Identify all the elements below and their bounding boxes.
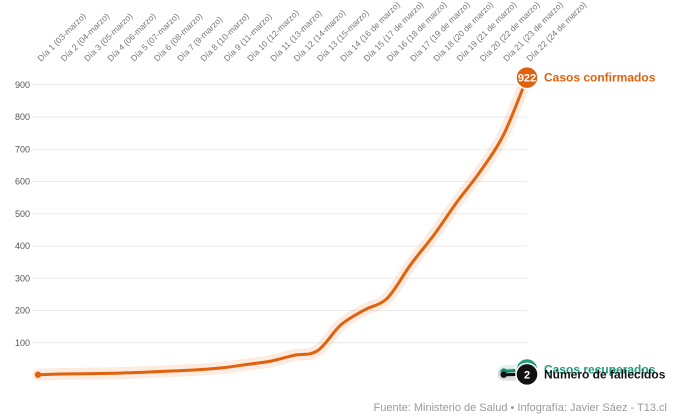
y-tick-label: 600 (15, 177, 30, 187)
y-tick-label: 800 (15, 112, 30, 122)
casos-confirmados-end-label: Casos confirmados (544, 71, 656, 85)
casos-confirmados-start-point (34, 371, 42, 378)
x-axis-categories: Día 1 (03-marzo)Día 2 (04-marzo)Día 3 (0… (35, 0, 588, 63)
casos-confirmados-end-bubble (515, 65, 539, 90)
y-axis-ticks: 100 200 300 400 500 600 700 800 900 (15, 80, 30, 348)
y-tick-label: 400 (15, 241, 30, 251)
y-tick-label: 900 (15, 80, 30, 90)
y-tick-label: 700 (15, 144, 30, 154)
y-tick-label: 200 (15, 306, 30, 316)
casos-confirmados-end-value: 922 (518, 73, 536, 85)
series-lines (32, 71, 533, 381)
y-tick-label: 500 (15, 209, 30, 219)
gridlines (32, 84, 527, 344)
casos-confirmados-line-halo (32, 71, 533, 381)
y-tick-label: 300 (15, 273, 30, 283)
casos-confirmados-line (36, 76, 529, 377)
numero-de-fallecidos-start-point (500, 371, 507, 378)
numero-de-fallecidos-end-label: Número de fallecidos (544, 367, 666, 381)
y-tick-label: 100 (15, 338, 30, 348)
numero-de-fallecidos-end-bubble (515, 362, 539, 387)
numero-de-fallecidos-end-value: 2 (524, 369, 530, 381)
series-end-labels: 922 Casos confirmados Casos recuperados 2 Nú… (515, 65, 666, 387)
casos-recuperados-end-label: Casos recuperados (544, 363, 656, 377)
source-credit: Fuente: Ministerio de Salud • Infografía… (373, 402, 667, 414)
